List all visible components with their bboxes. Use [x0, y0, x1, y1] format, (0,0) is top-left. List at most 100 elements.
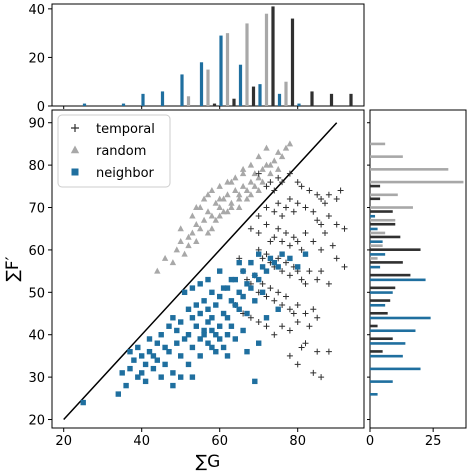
point-temporal: [271, 208, 278, 215]
point-temporal: [267, 179, 274, 186]
point-temporal: [271, 187, 278, 194]
point-random: [208, 187, 216, 194]
y-tick-label: 30: [28, 371, 45, 386]
top-hist-bar-neighbor: [160, 91, 165, 106]
point-neighbor: [150, 353, 157, 359]
point-temporal: [247, 314, 254, 321]
right-hist-bar-random: [370, 257, 378, 260]
point-temporal: [263, 323, 270, 330]
point-temporal: [302, 340, 309, 347]
point-random: [236, 191, 243, 198]
point-neighbor: [220, 285, 227, 291]
point-neighbor: [236, 289, 242, 296]
point-random: [228, 199, 235, 206]
right-hist-bar-neighbor: [370, 303, 386, 307]
top-hist-bar-neighbor: [82, 103, 87, 106]
point-neighbor: [139, 370, 145, 376]
y-tick-label: 90: [28, 117, 45, 132]
point-neighbor: [244, 310, 250, 317]
point-temporal: [322, 200, 328, 207]
point-temporal: [286, 327, 293, 334]
point-temporal: [310, 208, 317, 215]
point-neighbor: [181, 336, 188, 342]
point-neighbor: [256, 276, 262, 283]
right-hist-bar-random: [370, 155, 403, 158]
point-temporal: [341, 263, 348, 270]
point-neighbor: [189, 285, 196, 291]
point-neighbor: [197, 336, 203, 342]
point-neighbor: [263, 268, 270, 274]
point-temporal: [275, 289, 282, 296]
identity-reference-line: [63, 122, 338, 421]
point-temporal: [333, 255, 340, 262]
right-hist-bar-temporal: [370, 261, 403, 264]
point-neighbor: [127, 365, 133, 372]
right-hist-x-tick-label: 25: [425, 434, 442, 449]
point-temporal: [255, 229, 262, 236]
top-hist-bar-neighbor: [238, 64, 243, 106]
point-random: [247, 161, 255, 168]
legend-box: [57, 114, 171, 188]
point-temporal: [286, 352, 293, 359]
point-temporal: [318, 268, 325, 275]
point-neighbor: [123, 382, 129, 389]
point-temporal: [298, 246, 305, 253]
point-neighbor: [142, 378, 149, 385]
point-random: [255, 174, 262, 181]
point-random: [181, 250, 188, 257]
point-neighbor: [240, 293, 246, 300]
right-hist-bar-temporal: [370, 273, 411, 277]
point-neighbor: [189, 344, 196, 351]
top-marginal-histogram: 0 20 40: [28, 3, 365, 115]
point-random: [189, 229, 196, 236]
point-temporal: [279, 238, 286, 245]
point-temporal: [294, 179, 301, 186]
point-neighbor: [236, 259, 242, 266]
point-random: [255, 187, 262, 194]
point-temporal: [255, 170, 262, 177]
point-temporal: [302, 204, 309, 211]
right-hist-bar-temporal: [370, 248, 421, 251]
point-neighbor: [224, 353, 231, 359]
point-neighbor: [205, 340, 211, 346]
point-temporal: [263, 293, 270, 300]
point-neighbor: [189, 315, 196, 321]
top-hist-bar-random: [245, 23, 249, 106]
point-random: [251, 182, 258, 189]
point-neighbor: [275, 306, 281, 312]
point-temporal: [286, 306, 293, 313]
point-neighbor: [174, 327, 180, 334]
point-neighbor: [224, 332, 231, 338]
point-temporal: [283, 204, 289, 211]
point-random: [154, 267, 161, 274]
point-neighbor: [232, 336, 238, 342]
point-neighbor: [185, 361, 192, 368]
point-random: [193, 204, 200, 211]
point-temporal: [267, 285, 274, 292]
point-neighbor: [232, 276, 238, 283]
top-hist-bar-neighbor: [199, 62, 204, 106]
point-neighbor: [170, 370, 176, 376]
point-random: [236, 195, 243, 202]
y-tick-label: 60: [28, 244, 45, 259]
point-neighbor: [178, 319, 184, 325]
right-hist-bar-temporal: [370, 222, 396, 226]
point-temporal: [294, 200, 301, 207]
point-random: [212, 199, 219, 206]
point-neighbor: [209, 344, 215, 351]
point-random: [197, 225, 204, 232]
top-hist-bar-temporal: [349, 93, 353, 106]
point-neighbor: [166, 348, 172, 355]
right-hist-bar-temporal: [370, 299, 391, 302]
point-neighbor: [224, 315, 231, 321]
right-hist-bar-neighbor: [370, 316, 431, 320]
point-neighbor: [205, 276, 211, 283]
top-hist-bar-neighbor: [180, 74, 184, 106]
point-random: [239, 182, 247, 189]
right-hist-bar-temporal: [370, 311, 388, 315]
point-temporal: [259, 280, 266, 287]
point-temporal: [294, 238, 301, 245]
point-temporal: [271, 297, 278, 304]
point-neighbor: [197, 353, 203, 359]
point-neighbor: [224, 285, 231, 291]
